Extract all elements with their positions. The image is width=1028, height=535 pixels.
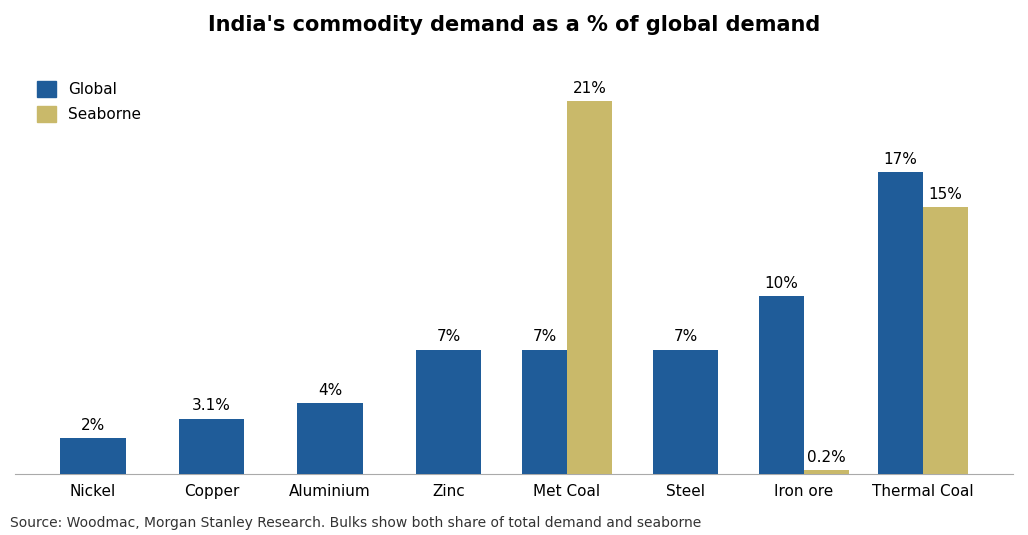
- Bar: [416, 349, 481, 474]
- Bar: [522, 349, 567, 474]
- Bar: [567, 101, 612, 474]
- Text: 7%: 7%: [533, 329, 556, 344]
- Bar: [759, 296, 804, 474]
- Text: 3.1%: 3.1%: [192, 399, 231, 414]
- Bar: [804, 470, 849, 474]
- Text: 17%: 17%: [883, 151, 917, 166]
- Text: 15%: 15%: [928, 187, 962, 202]
- Text: 7%: 7%: [437, 329, 461, 344]
- Bar: [179, 419, 244, 474]
- Text: 10%: 10%: [765, 276, 799, 291]
- Text: 21%: 21%: [573, 81, 607, 96]
- Bar: [922, 208, 967, 474]
- Bar: [61, 438, 125, 474]
- Text: 7%: 7%: [673, 329, 698, 344]
- Legend: Global, Seaborne: Global, Seaborne: [33, 77, 145, 127]
- Bar: [878, 172, 922, 474]
- Text: 0.2%: 0.2%: [807, 450, 846, 465]
- Title: India's commodity demand as a % of global demand: India's commodity demand as a % of globa…: [208, 15, 820, 35]
- Bar: [297, 403, 363, 474]
- Text: 2%: 2%: [81, 418, 105, 433]
- Bar: [653, 349, 719, 474]
- Text: 4%: 4%: [318, 383, 342, 398]
- Text: Source: Woodmac, Morgan Stanley Research. Bulks show both share of total demand : Source: Woodmac, Morgan Stanley Research…: [10, 516, 701, 530]
